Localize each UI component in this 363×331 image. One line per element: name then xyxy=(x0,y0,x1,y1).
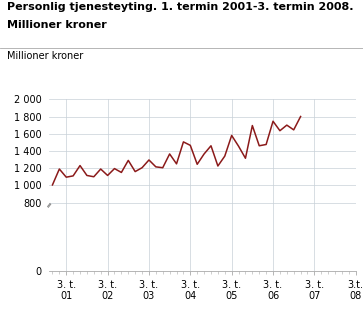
Text: Personlig tjenesteyting. 1. termin 2001-3. termin 2008.: Personlig tjenesteyting. 1. termin 2001-… xyxy=(7,2,354,12)
Text: Millioner kroner: Millioner kroner xyxy=(7,51,83,61)
Text: Millioner kroner: Millioner kroner xyxy=(7,20,107,30)
